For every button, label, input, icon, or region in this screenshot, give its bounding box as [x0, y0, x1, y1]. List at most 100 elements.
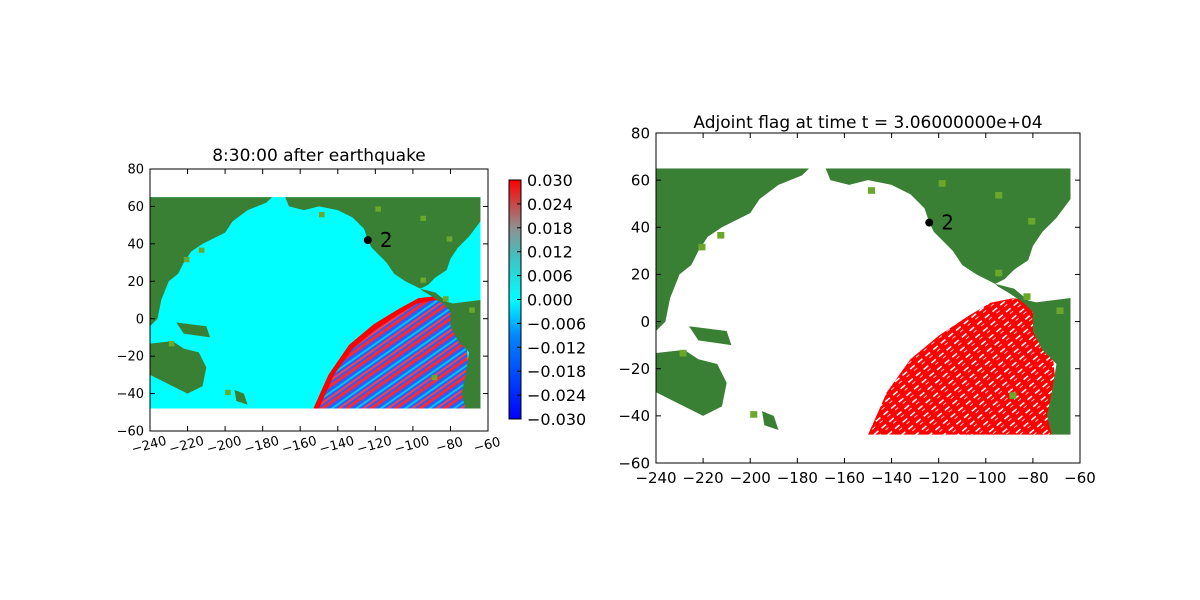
- colorbar-tick-label: −0.024: [527, 386, 586, 405]
- land-asia: [656, 168, 810, 331]
- no-data-mask: [150, 169, 488, 431]
- colorbar-tick-label: 0.006: [527, 267, 573, 286]
- x-tick-label: −120: [918, 469, 959, 487]
- gauge-point: [925, 218, 934, 227]
- gauge-point: [363, 236, 372, 245]
- colorbar-tick-label: 0.030: [527, 171, 573, 190]
- land: [150, 197, 481, 409]
- axes-frame: [149, 168, 489, 432]
- no-data-right: [1070, 133, 1080, 463]
- coast-cell: [717, 232, 725, 239]
- x-tick-label: −120: [355, 434, 393, 458]
- chart-title: Adjoint flag at time t = 3.06000000e+04: [693, 113, 1042, 133]
- coast-cell: [183, 256, 190, 263]
- coast-cell: [420, 215, 427, 222]
- axis-ticks: −240 −220 −200 −180 −160 −140 −120 −100 −80 −60−6…: [618, 124, 1095, 487]
- no-data-bottom: [656, 434, 1080, 463]
- land-asia: [150, 197, 273, 327]
- colorbar: 0.030 0.024 0.018 0.012 0.006 0.000 −0.006 −0.0…: [508, 171, 586, 429]
- y-tick-label: 40: [127, 237, 144, 252]
- gauge-label: 2: [380, 228, 393, 252]
- no-data-top: [656, 133, 1080, 169]
- y-tick-label: −20: [117, 350, 144, 365]
- colorbar-tick-label: 0.024: [527, 195, 573, 214]
- x-tick-label: −100: [393, 434, 431, 458]
- axis-ticks: −240 −220 −200 −180 −160 −140 −120 −100 −80 −60−6…: [117, 163, 503, 458]
- x-tick-label: −140: [871, 469, 912, 487]
- y-tick-label: −40: [618, 407, 650, 425]
- gauge-label: 2: [941, 211, 954, 235]
- y-tick-label: −20: [618, 360, 650, 378]
- y-tick-label: 80: [127, 163, 144, 178]
- coast-cell: [995, 269, 1003, 277]
- coast-cell: [446, 236, 453, 242]
- colorbar-ticks: 0.030 0.024 0.018 0.012 0.006 0.000 −0.006 −0.0…: [517, 171, 586, 429]
- x-tick-label: −80: [434, 435, 464, 457]
- flagged-region: [868, 298, 1057, 435]
- colorbar-tick-label: −0.006: [527, 314, 586, 333]
- no-data-top: [150, 169, 488, 198]
- coast-cell: [868, 187, 876, 194]
- y-tick-label: 60: [631, 171, 650, 189]
- coast-cell: [431, 374, 438, 381]
- coast-cell: [442, 296, 449, 302]
- coast-cell: [750, 411, 758, 418]
- coast-cell: [995, 191, 1003, 199]
- land-northAmerica: [825, 168, 1071, 284]
- x-tick-label: −200: [730, 469, 771, 487]
- y-tick-label: 20: [127, 275, 144, 290]
- adjoint-flag-panel: Adjoint flag at time t = 3.06000000e+04 …: [618, 113, 1095, 487]
- coast-cell: [1056, 307, 1064, 315]
- x-tick-label: −60: [472, 435, 502, 457]
- colorbar-tick-label: −0.012: [527, 338, 586, 357]
- land-newGuinea: [176, 322, 211, 338]
- colorbar-tick-label: −0.030: [527, 410, 586, 429]
- x-tick-label: −200: [205, 434, 243, 458]
- axes-frame: [655, 132, 1081, 464]
- coast-cell: [1023, 293, 1031, 300]
- y-tick-label: 40: [631, 219, 650, 237]
- coast-cell: [679, 349, 687, 357]
- coast-cell: [420, 277, 427, 283]
- y-tick-label: −60: [117, 425, 144, 440]
- colorbar-tick-label: 0.012: [527, 243, 573, 262]
- x-tick-label: −220: [167, 434, 205, 458]
- y-tick-label: −60: [618, 454, 650, 472]
- x-tick-label: −100: [965, 469, 1006, 487]
- chart-title: 8:30:00 after earthquake: [212, 146, 426, 166]
- land-australia: [150, 341, 207, 394]
- y-tick-label: 80: [631, 124, 650, 142]
- colorbar-tick-label: −0.018: [527, 362, 586, 381]
- coast-cell: [698, 243, 706, 251]
- land-southAmerica: [450, 300, 481, 409]
- x-tick-label: −80: [1017, 469, 1049, 487]
- coast-cell: [225, 389, 231, 396]
- x-tick-label: −220: [683, 469, 724, 487]
- y-tick-label: 0: [640, 313, 650, 331]
- land-newZealand: [762, 411, 779, 430]
- x-tick-label: −60: [1064, 469, 1096, 487]
- y-tick-label: 0: [136, 312, 144, 327]
- land-centralAmerica: [995, 283, 1038, 313]
- x-tick-label: −180: [777, 469, 818, 487]
- coast-cell: [168, 341, 175, 347]
- y-tick-label: 60: [127, 200, 144, 215]
- coast-cell: [375, 206, 381, 212]
- land-centralAmerica: [420, 288, 455, 312]
- x-tick-label: −160: [280, 434, 318, 458]
- plot-area: [656, 133, 1080, 463]
- wave-field: [319, 300, 470, 409]
- coast-cell: [469, 307, 475, 313]
- x-tick-label: −180: [243, 434, 281, 458]
- y-tick-label: 20: [631, 266, 650, 284]
- land-northAmerica: [285, 197, 481, 289]
- no-data-bottom: [150, 408, 488, 431]
- y-tick-label: −40: [117, 387, 144, 402]
- colorbar-tick-label: 0.018: [527, 219, 573, 238]
- coast-cell: [1028, 217, 1036, 225]
- land-australia: [656, 349, 727, 416]
- no-data-mask: [656, 133, 1080, 463]
- plot-area: [150, 169, 488, 431]
- land-southAmerica: [1032, 298, 1071, 435]
